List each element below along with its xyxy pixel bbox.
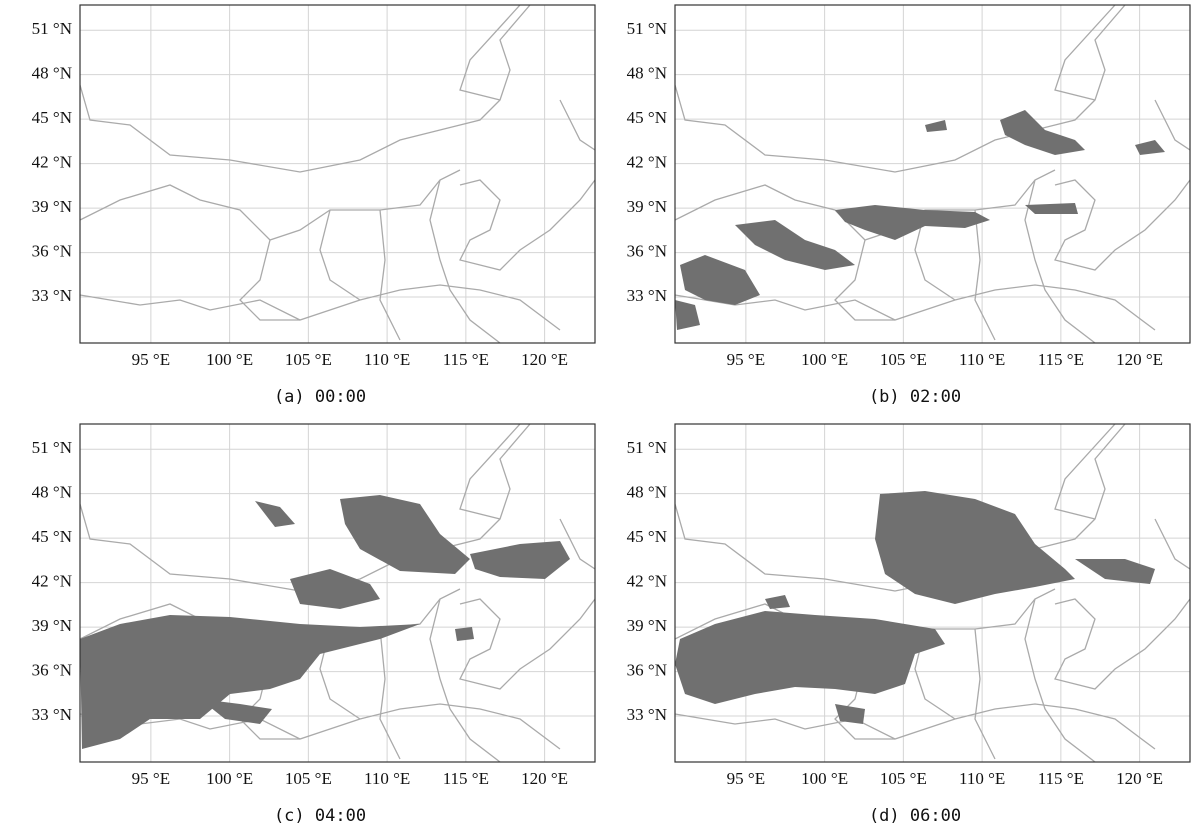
x-tick-label: 110 °E [959,350,1005,369]
x-tick-label: 95 °E [132,769,170,788]
y-tick-label: 42 °N [627,153,667,172]
x-tick-label: 105 °E [880,769,927,788]
y-tick-label: 36 °N [627,660,667,679]
map-panel: 95 °E 100 °E 105 °E 110 °E 115 °E 120 °E 33 °N… [627,4,1191,407]
y-tick-label: 48 °N [627,483,667,502]
x-tick-label: 120 °E [521,350,568,369]
plot-frame [79,423,596,763]
y-tick-label: 51 °N [32,19,72,38]
x-tick-label: 120 °E [521,769,568,788]
y-tick-label: 45 °N [627,527,667,546]
y-tick-label: 42 °N [627,572,667,591]
y-tick-label: 45 °N [627,108,667,127]
x-tick-label: 110 °E [364,769,410,788]
y-tick-label: 48 °N [32,483,72,502]
x-tick-label: 115 °E [1038,350,1084,369]
cloud-area [80,495,570,749]
caption: (a) 00:00 [274,387,366,407]
x-tick-label: 100 °E [206,769,253,788]
x-tick-label: 120 °E [1116,350,1163,369]
plot-frame [79,4,596,344]
plot-frame [674,4,1191,344]
y-tick-label: 39 °N [32,616,72,635]
y-tick-label: 39 °N [627,197,667,216]
plot-frame [674,423,1191,763]
y-tick-label: 33 °N [32,286,72,305]
x-tick-label: 110 °E [364,350,410,369]
x-tick-label: 115 °E [1038,769,1084,788]
map-panel: 95 °E 100 °E 105 °E 110 °E 115 °E 120 °E 33 °N… [627,423,1191,825]
y-tick-label: 39 °N [627,616,667,635]
x-tick-label: 100 °E [801,769,848,788]
x-tick-label: 95 °E [727,350,765,369]
y-tick-label: 51 °N [627,19,667,38]
y-tick-label: 36 °N [627,241,667,260]
caption: (b) 02:00 [869,387,961,407]
y-tick-label: 36 °N [32,241,72,260]
x-tick-label: 100 °E [801,350,848,369]
y-tick-label: 45 °N [32,527,72,546]
x-tick-label: 105 °E [285,350,332,369]
caption: (c) 04:00 [274,806,366,825]
y-tick-label: 39 °N [32,197,72,216]
y-tick-label: 42 °N [32,153,72,172]
y-tick-label: 33 °N [627,286,667,305]
y-tick-label: 42 °N [32,572,72,591]
map-panel: 95 °E 100 °E 105 °E 110 °E 115 °E 120 °E 33 °N… [32,4,596,407]
y-tick-label: 33 °N [32,705,72,724]
x-tick-label: 105 °E [285,769,332,788]
y-tick-label: 33 °N [627,705,667,724]
cloud-area [675,491,1155,724]
x-tick-label: 110 °E [959,769,1005,788]
x-tick-label: 115 °E [443,350,489,369]
caption: (d) 06:00 [869,806,961,825]
x-tick-label: 105 °E [880,350,927,369]
x-tick-label: 115 °E [443,769,489,788]
x-tick-label: 95 °E [727,769,765,788]
y-tick-label: 36 °N [32,660,72,679]
cloud-area [675,110,1165,330]
map-panel: 95 °E 100 °E 105 °E 110 °E 115 °E 120 °E 33 °N… [32,423,596,825]
x-tick-label: 100 °E [206,350,253,369]
y-tick-label: 51 °N [627,438,667,457]
x-tick-label: 95 °E [132,350,170,369]
x-tick-label: 120 °E [1116,769,1163,788]
y-tick-label: 48 °N [32,64,72,83]
y-tick-label: 51 °N [32,438,72,457]
y-tick-label: 48 °N [627,64,667,83]
y-tick-label: 45 °N [32,108,72,127]
